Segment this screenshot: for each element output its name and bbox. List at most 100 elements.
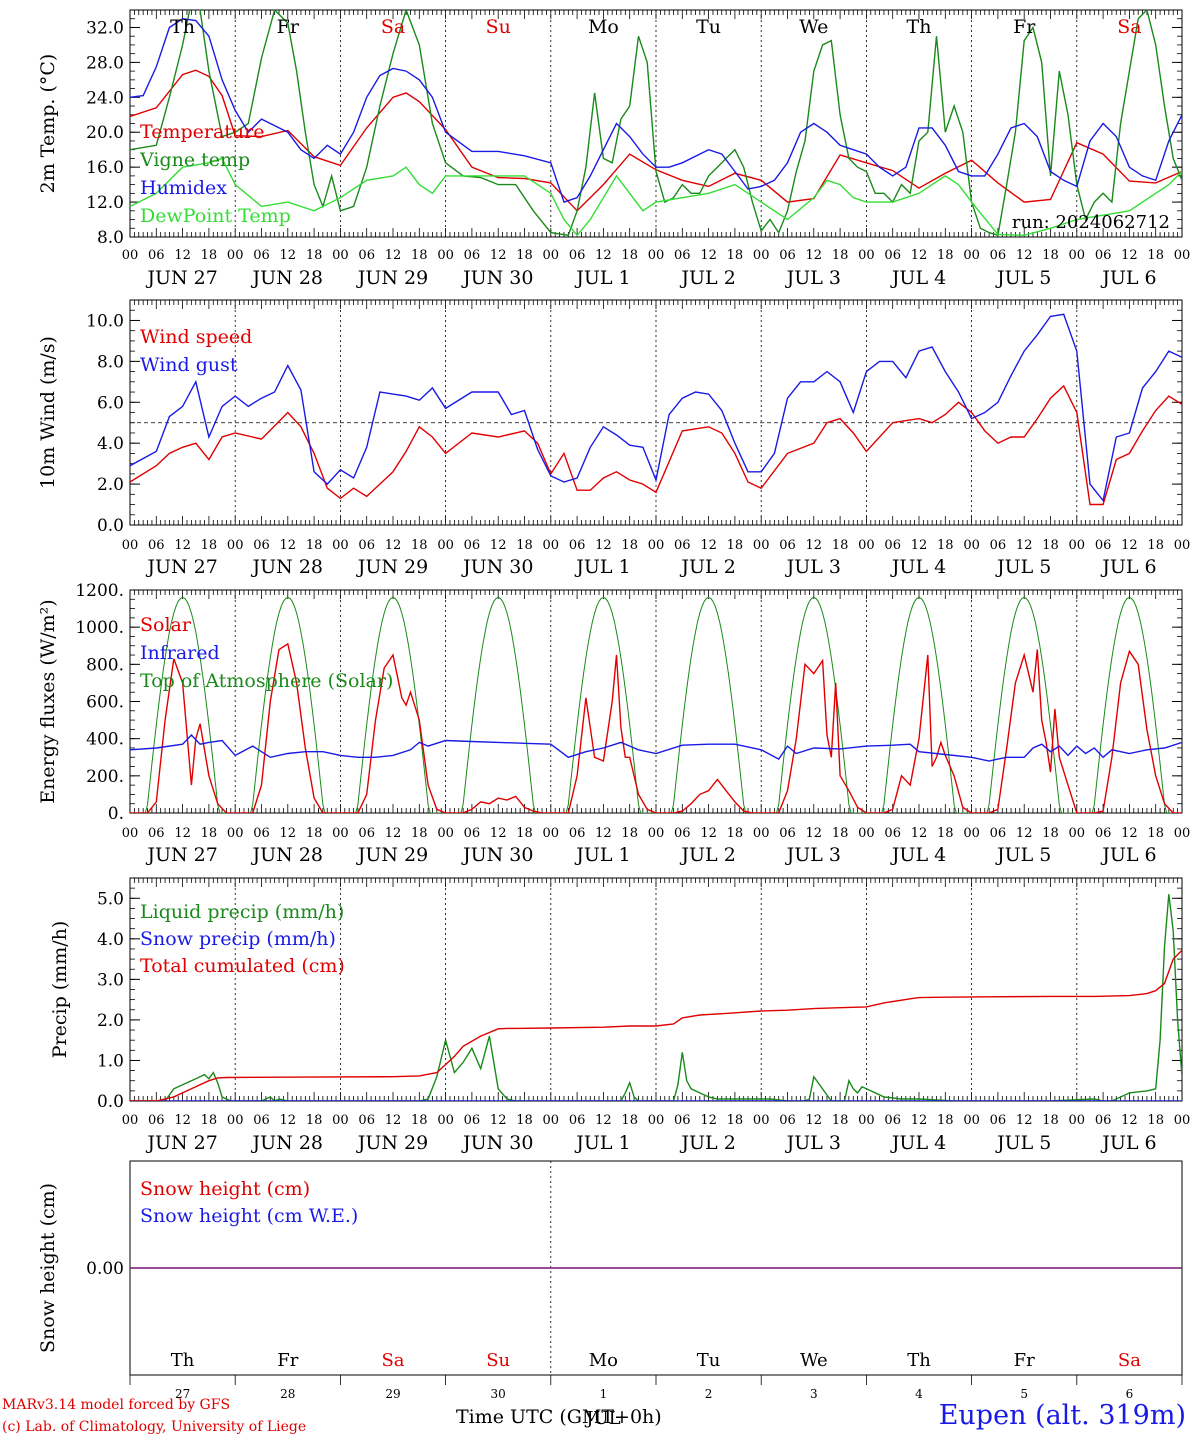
day-number-label: 27 [175, 1387, 190, 1401]
hour-tick-label: 12 [1121, 248, 1138, 263]
y-tick-label: 6.0 [97, 393, 124, 413]
date-label: JUN 28 [251, 556, 323, 578]
hour-tick-label: 12 [700, 248, 717, 263]
hour-tick-label: 12 [595, 1113, 612, 1128]
series-group [130, 596, 1182, 813]
day-number-label: 4 [915, 1387, 923, 1401]
day-number-label: 3 [810, 1387, 818, 1401]
hour-tick-label: 00 [227, 1113, 244, 1128]
legend-label: Wind speed [140, 326, 252, 348]
hour-tick-label: 06 [1095, 1113, 1112, 1128]
hour-tick-label: 18 [727, 1113, 744, 1128]
hour-tick-label: 18 [937, 538, 954, 553]
hour-tick-label: 00 [753, 826, 770, 841]
hour-tick-label: 06 [569, 248, 586, 263]
hour-tick-label: 18 [201, 826, 218, 841]
hour-tick-label: 18 [516, 826, 533, 841]
hour-tick-label: 00 [122, 1113, 139, 1128]
hour-tick-label: 18 [832, 248, 849, 263]
y-tick-label: 0.00 [86, 1259, 124, 1279]
hour-tick-label: 18 [1042, 1113, 1059, 1128]
hour-tick-label: 12 [595, 538, 612, 553]
hour-tick-label: 06 [884, 1113, 901, 1128]
series-group [130, 10, 1182, 237]
weekday-label: Sa [1117, 16, 1141, 38]
hour-tick-label: 06 [148, 826, 165, 841]
hour-tick-label: 06 [884, 248, 901, 263]
date-label: JUN 27 [145, 556, 217, 578]
hour-tick-label: 12 [700, 538, 717, 553]
legend-label: Infrared [140, 642, 220, 664]
date-label: JUN 27 [145, 1132, 217, 1154]
hour-tick-label: 06 [779, 1113, 796, 1128]
hour-tick-label: 06 [253, 826, 270, 841]
hour-tick-label: 00 [543, 1113, 560, 1128]
y-axis-title: Precip (mm/h) [49, 921, 71, 1059]
weekday-label: Tu [697, 1350, 721, 1371]
legend-label: Snow height (cm W.E.) [140, 1205, 358, 1227]
date-label: JUN 30 [461, 1132, 533, 1154]
hour-tick-label: 12 [174, 1113, 191, 1128]
hour-tick-label: 00 [543, 826, 560, 841]
legend-label: Liquid precip (mm/h) [140, 901, 344, 923]
legend-label: Vigne temp [139, 149, 250, 171]
hour-tick-label: 06 [358, 1113, 375, 1128]
hour-tick-label: 00 [753, 248, 770, 263]
station-label: Eupen (alt. 319m) [938, 1400, 1186, 1431]
hour-tick-label: 00 [648, 538, 665, 553]
date-label: JUL 6 [1100, 844, 1156, 866]
hour-tick-label: 00 [122, 826, 139, 841]
weekday-label: We [800, 1350, 828, 1371]
date-label: JUL 3 [785, 556, 841, 578]
hour-tick-label: 18 [727, 826, 744, 841]
hour-tick-label: 18 [201, 248, 218, 263]
hour-tick-label: 12 [1121, 826, 1138, 841]
hour-tick-label: 00 [437, 1113, 454, 1128]
hour-tick-label: 18 [516, 1113, 533, 1128]
hour-tick-label: 00 [122, 538, 139, 553]
hour-tick-label: 18 [306, 826, 323, 841]
date-label: JUN 28 [251, 1132, 323, 1154]
hour-tick-label: 00 [963, 248, 980, 263]
date-label: JUL 1 [574, 1132, 630, 1154]
date-label: JUN 27 [145, 844, 217, 866]
date-label: JUL 5 [995, 1132, 1051, 1154]
hour-tick-label: 12 [1016, 538, 1033, 553]
date-label: JUN 27 [145, 267, 217, 289]
hour-tick-label: 12 [385, 826, 402, 841]
hour-tick-label: 18 [516, 248, 533, 263]
date-label: JUN 30 [461, 267, 533, 289]
run-label: run: 2024062712 [1012, 212, 1170, 233]
weekday-label: Sa [381, 1350, 404, 1371]
weekday-label: Th [907, 1350, 931, 1371]
y-tick-label: 4.0 [97, 930, 124, 950]
y-tick-label: 1000. [75, 618, 124, 638]
y-tick-label: 2.0 [97, 475, 124, 495]
hour-tick-label: 12 [1121, 1113, 1138, 1128]
hour-tick-label: 06 [148, 248, 165, 263]
hour-tick-label: 12 [911, 826, 928, 841]
date-label: JUN 28 [251, 844, 323, 866]
hour-tick-label: 06 [990, 1113, 1007, 1128]
hour-tick-label: 18 [306, 1113, 323, 1128]
day-number-label: 6 [1126, 1387, 1134, 1401]
hour-tick-label: 06 [253, 1113, 270, 1128]
hour-tick-label: 00 [963, 1113, 980, 1128]
hour-tick-label: 18 [1042, 538, 1059, 553]
humidex-line [130, 17, 1182, 203]
hour-tick-label: 12 [806, 1113, 823, 1128]
hour-tick-label: 06 [464, 248, 481, 263]
hour-tick-label: 00 [963, 538, 980, 553]
date-label: JUN 29 [356, 556, 428, 578]
date-label: JUL 4 [890, 556, 946, 578]
hour-tick-label: 00 [1174, 248, 1191, 263]
hour-tick-label: 18 [201, 538, 218, 553]
hour-tick-label: 12 [490, 1113, 507, 1128]
hour-tick-label: 12 [490, 248, 507, 263]
hour-tick-label: 12 [385, 248, 402, 263]
hour-tick-label: 18 [937, 826, 954, 841]
hour-tick-label: 12 [595, 826, 612, 841]
date-label: JUL 4 [890, 267, 946, 289]
hour-tick-label: 18 [411, 538, 428, 553]
